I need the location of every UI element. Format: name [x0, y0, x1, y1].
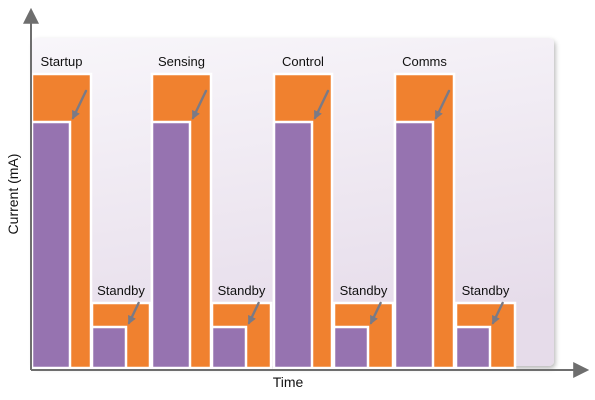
pointer-arrow-icon: [247, 301, 260, 325]
phase-bars: [30, 72, 517, 370]
phase-label: Startup: [41, 54, 83, 69]
phase-inner-current-bar: [30, 120, 72, 370]
phase-label: Standby: [462, 283, 510, 298]
y-axis-title: Current (mA): [5, 154, 21, 235]
phase-labels: Startup Standby Sensing Standby Control Stand…: [41, 54, 510, 298]
phase-comms-7: [393, 72, 456, 370]
phase-inner-current-bar: [150, 120, 192, 370]
phase-standby-8: [454, 301, 517, 370]
phase-label: Standby: [97, 283, 145, 298]
phase-standby-2: [90, 301, 152, 370]
pointer-arrow-icon: [71, 89, 88, 120]
phase-standby-6: [332, 301, 395, 370]
x-axis-title: Time: [273, 374, 304, 390]
phase-control-5: [272, 72, 334, 370]
phase-standby-4: [210, 301, 273, 370]
pointer-arrow-icon: [491, 301, 504, 325]
phase-inner-current-bar: [90, 325, 128, 370]
phase-label: Standby: [218, 283, 266, 298]
phase-inner-current-bar: [393, 120, 435, 370]
phase-startup-1: [30, 72, 93, 370]
pointer-arrow-icon: [313, 89, 330, 120]
phase-inner-current-bar: [454, 325, 492, 370]
phase-label: Standby: [340, 283, 388, 298]
pointer-arrow-icon: [434, 89, 451, 120]
phase-label: Sensing: [158, 54, 205, 69]
pointer-arrow-icon: [191, 89, 208, 120]
phase-inner-current-bar: [272, 120, 314, 370]
phase-inner-current-bar: [210, 325, 248, 370]
phase-sensing-3: [150, 72, 213, 370]
phase-label: Control: [282, 54, 324, 69]
pointer-arrow-icon: [127, 301, 140, 325]
phase-inner-current-bar: [332, 325, 370, 370]
pointer-arrow-icon: [369, 301, 382, 325]
phase-label: Comms: [402, 54, 447, 69]
